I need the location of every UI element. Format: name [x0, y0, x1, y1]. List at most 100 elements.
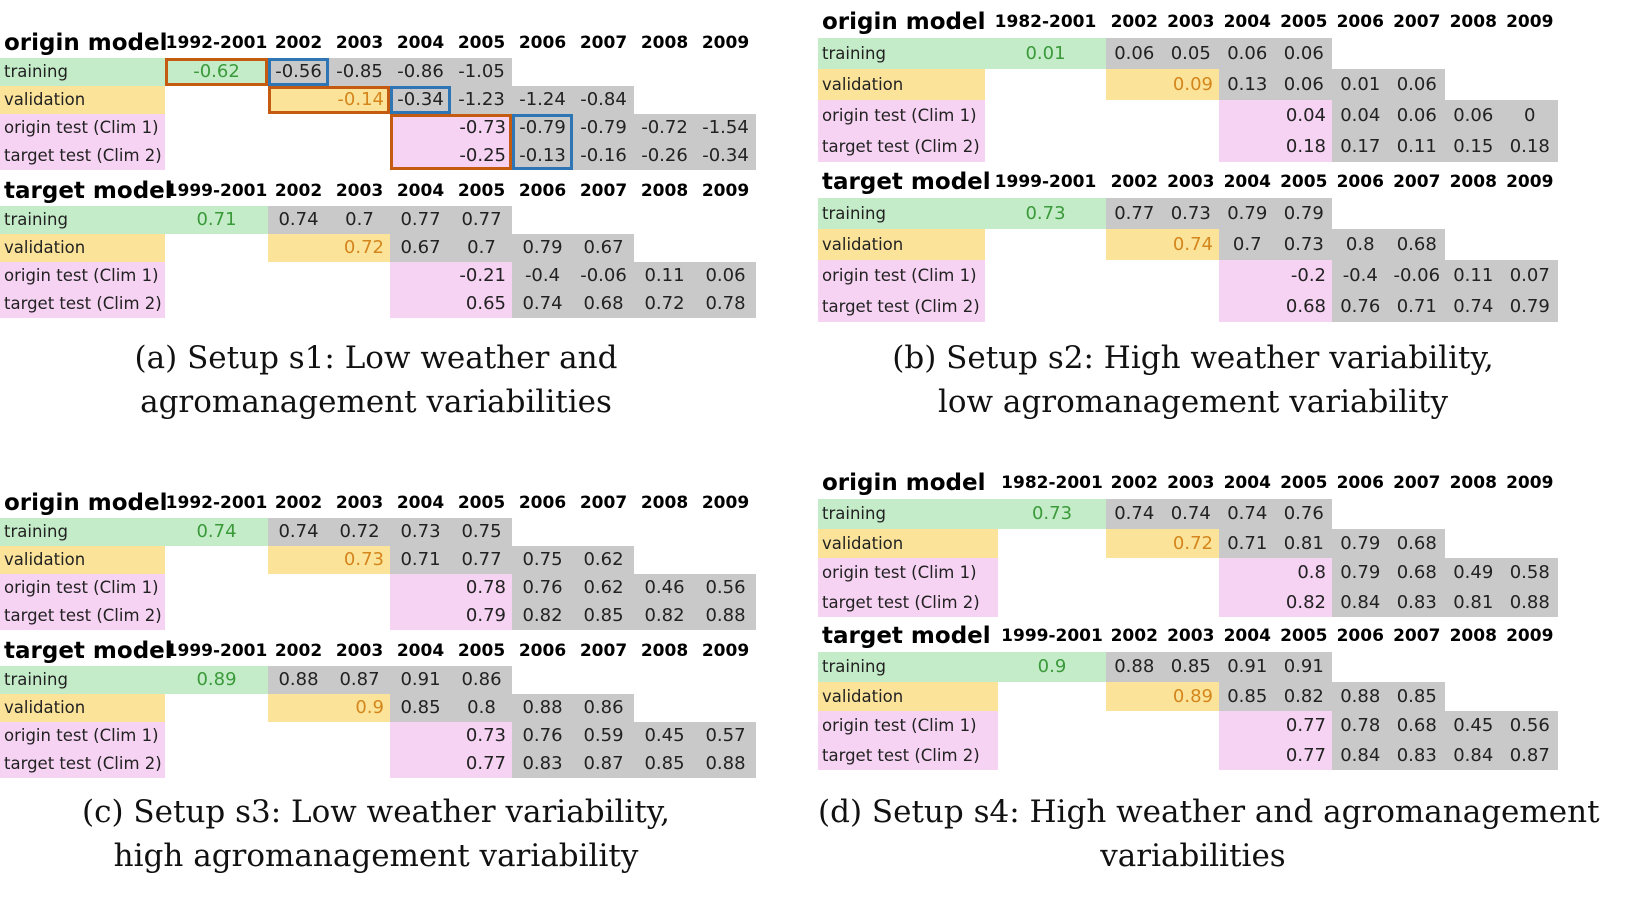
grey-band: [512, 290, 756, 318]
table-cell: 0.01: [1025, 43, 1066, 64]
table-cell: 0.88: [1114, 656, 1155, 677]
table-cell: -0.06: [580, 265, 627, 286]
column-header: 2004: [396, 33, 445, 53]
row-band: [1106, 229, 1219, 260]
table-cell: 0.82: [522, 605, 563, 626]
table-cell: -0.79: [519, 117, 566, 138]
row-label: target test (Clim 2): [0, 750, 165, 778]
table-cell: 0.73: [1170, 203, 1211, 224]
column-header: 2006: [518, 641, 567, 661]
table-cell: 0.72: [644, 293, 685, 314]
row-band: [268, 694, 390, 722]
row-label: training: [0, 58, 165, 86]
table-cell: 0.86: [583, 697, 624, 718]
table-cell: 0.73: [1283, 234, 1324, 255]
row-band: [165, 666, 268, 694]
table-cell: 0.06: [1396, 74, 1437, 95]
row-band: [1106, 528, 1219, 558]
grey-band: [512, 602, 756, 630]
table-cell: 0.85: [644, 753, 685, 774]
table-cell: 0.78: [1340, 715, 1381, 736]
table-cell: 0.09: [1172, 74, 1213, 95]
column-header: 1992-2001: [165, 493, 268, 513]
table-cell: 0.9: [355, 697, 384, 718]
row-band: [390, 142, 512, 170]
grey-band: [1219, 229, 1445, 260]
column-header: 1982-2001: [994, 12, 1097, 32]
row-band: [1219, 558, 1332, 588]
table-cell: 0.85: [583, 605, 624, 626]
table-cell: 0.77: [461, 209, 502, 230]
column-header: 2007: [1393, 626, 1441, 646]
table-cell: 0.79: [1227, 203, 1268, 224]
column-header: 2006: [518, 33, 567, 53]
table-cell: 0.84: [1340, 744, 1381, 766]
table-cell: 0.06: [1283, 43, 1324, 64]
block-title: target model: [4, 638, 173, 664]
table-cell: 0.11: [1396, 136, 1437, 157]
table-cell: 0.46: [644, 577, 685, 598]
table-cell: 0.68: [1396, 562, 1437, 583]
table-cell: 0.88: [522, 697, 563, 718]
column-header: 2002: [1110, 12, 1158, 32]
column-header: 1999-2001: [165, 641, 268, 661]
grey-band: [1106, 499, 1332, 529]
table-cell: 0.91: [1283, 656, 1324, 677]
table-cell: 0.68: [1396, 715, 1437, 736]
column-header: 2005: [1280, 172, 1328, 192]
row-label: origin test (Clim 1): [0, 722, 165, 750]
figure-caption: (c) Setup s3: Low weather variability, hi…: [0, 790, 752, 878]
table-cell: -0.34: [702, 145, 749, 166]
table-cell: -0.85: [336, 61, 383, 82]
table-cell: 0.78: [705, 293, 746, 314]
table-cell: -0.2: [1290, 265, 1326, 286]
table-cell: 0.7: [467, 237, 496, 258]
column-header: 2005: [457, 641, 506, 661]
row-band: [268, 86, 390, 114]
table-cell: 0.89: [196, 669, 237, 690]
row-band: [985, 198, 1106, 229]
table-cell: 0.73: [400, 521, 441, 542]
column-header: 2004: [1223, 12, 1271, 32]
row-label: training: [0, 518, 165, 546]
caption-line: (a) Setup s1: Low weather and: [134, 340, 618, 376]
caption-line: high agromanagement variability: [113, 838, 639, 874]
row-band: [998, 499, 1106, 529]
table-cell: 0.17: [1340, 136, 1381, 157]
column-header: 2002: [1110, 473, 1158, 493]
table-cell: 0.68: [583, 293, 624, 314]
table-cell: 0.56: [1509, 715, 1550, 736]
row-label: validation: [0, 86, 165, 114]
table-cell: 0.06: [1114, 43, 1155, 64]
table-cell: 0.79: [1340, 532, 1381, 554]
column-header: 2003: [1167, 12, 1215, 32]
column-header: 2004: [1223, 172, 1271, 192]
column-header: 2006: [1336, 172, 1384, 192]
table-cell: 0.68: [1396, 234, 1437, 255]
table-cell: 0.82: [644, 605, 685, 626]
row-label: origin test (Clim 1): [818, 100, 985, 131]
table-cell: -1.23: [458, 89, 505, 110]
column-header: 2006: [1336, 626, 1384, 646]
table-cell: 0.71: [196, 209, 237, 230]
figure-caption: (b) Setup s2: High weather variability, l…: [818, 336, 1568, 424]
grey-band: [268, 518, 512, 546]
table-cell: -1.05: [458, 61, 505, 82]
column-header: 1999-2001: [165, 181, 268, 201]
table-cell: 0.04: [1340, 105, 1381, 126]
table-cell: 0.73: [1031, 503, 1073, 524]
row-label: target test (Clim 2): [818, 131, 985, 162]
grey-band: [1332, 100, 1558, 131]
table-cell: 0.77: [1114, 203, 1155, 224]
column-header: 2006: [518, 181, 567, 201]
row-band: [390, 602, 512, 630]
column-header: 2005: [1280, 473, 1328, 493]
table-cell: 0.45: [644, 725, 685, 746]
column-header: 2003: [335, 641, 384, 661]
column-header: 2008: [640, 641, 689, 661]
table-cell: 0.81: [1283, 532, 1324, 554]
table-cell: 0.74: [1227, 503, 1268, 524]
table-cell: 0.87: [1509, 744, 1550, 766]
table-cell: 0.77: [461, 549, 502, 570]
table-cell: 0.84: [1340, 591, 1381, 613]
